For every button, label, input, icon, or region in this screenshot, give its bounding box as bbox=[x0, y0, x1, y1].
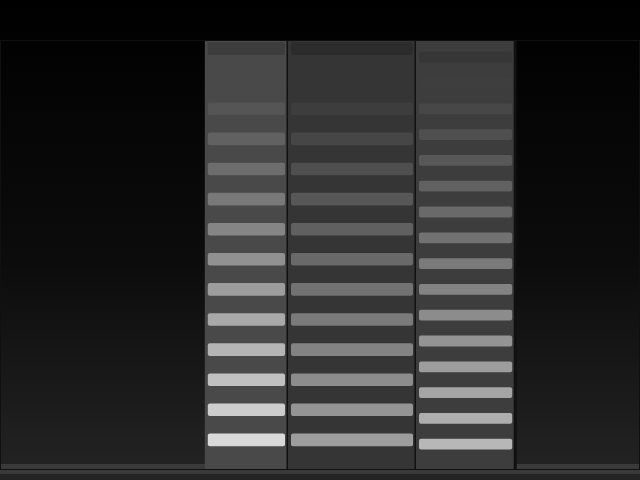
harmonic-band bbox=[419, 413, 512, 424]
harmonic-band bbox=[419, 310, 512, 321]
harmonic-band bbox=[419, 103, 512, 114]
harmonic-band bbox=[291, 223, 413, 236]
harmonic-band bbox=[419, 232, 512, 243]
harmonic-band bbox=[208, 72, 285, 85]
harmonic-band bbox=[419, 181, 512, 192]
harmonics bbox=[419, 52, 512, 450]
harmonic-band bbox=[419, 129, 512, 140]
harmonic-band bbox=[208, 133, 285, 146]
harmonic-band bbox=[291, 72, 413, 85]
harmonic-band bbox=[208, 163, 285, 176]
voiced-segment bbox=[205, 40, 288, 470]
voiced-segment bbox=[416, 40, 515, 470]
harmonic-band bbox=[208, 434, 285, 447]
harmonic-band bbox=[419, 387, 512, 398]
harmonic-band bbox=[208, 373, 285, 386]
harmonic-band bbox=[291, 163, 413, 176]
segment-body bbox=[288, 40, 416, 470]
harmonic-band bbox=[208, 403, 285, 416]
harmonic-band bbox=[419, 439, 512, 450]
harmonics bbox=[208, 42, 285, 446]
harmonic-band bbox=[291, 193, 413, 206]
harmonic-band bbox=[419, 78, 512, 89]
harmonic-band bbox=[208, 313, 285, 326]
segment-body bbox=[416, 40, 515, 470]
harmonic-band bbox=[291, 403, 413, 416]
chart-root bbox=[0, 0, 640, 480]
harmonic-band bbox=[291, 313, 413, 326]
plot-frame bbox=[1, 41, 640, 470]
spectrogram-svg bbox=[0, 0, 640, 480]
harmonic-band bbox=[208, 343, 285, 356]
harmonic-band bbox=[419, 258, 512, 269]
harmonic-band bbox=[419, 207, 512, 218]
harmonics bbox=[291, 42, 413, 446]
harmonic-band bbox=[291, 373, 413, 386]
harmonic-band bbox=[291, 253, 413, 266]
harmonic-band bbox=[208, 253, 285, 266]
harmonic-band bbox=[419, 336, 512, 347]
harmonic-band bbox=[291, 283, 413, 296]
segment-edge bbox=[514, 40, 517, 470]
harmonic-band bbox=[208, 193, 285, 206]
harmonic-band bbox=[419, 52, 512, 63]
harmonic-band bbox=[208, 283, 285, 296]
harmonic-band bbox=[291, 102, 413, 115]
harmonic-band bbox=[291, 42, 413, 55]
harmonic-band bbox=[208, 223, 285, 236]
background bbox=[0, 0, 640, 480]
harmonic-band bbox=[419, 284, 512, 295]
harmonic-band bbox=[208, 42, 285, 55]
harmonic-band bbox=[419, 361, 512, 372]
harmonic-band bbox=[291, 133, 413, 146]
harmonic-band bbox=[291, 434, 413, 447]
harmonic-band bbox=[291, 343, 413, 356]
voiced-segment bbox=[288, 40, 416, 470]
harmonic-band bbox=[419, 155, 512, 166]
segment-body bbox=[205, 40, 288, 470]
plot-area bbox=[205, 40, 515, 470]
harmonic-band bbox=[208, 102, 285, 115]
